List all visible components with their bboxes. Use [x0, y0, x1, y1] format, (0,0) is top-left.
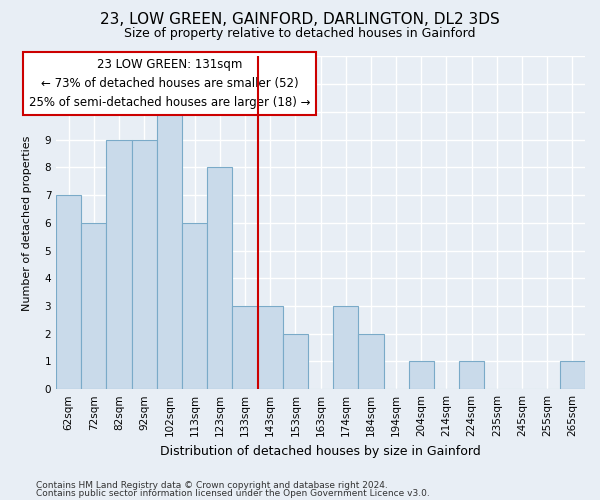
Y-axis label: Number of detached properties: Number of detached properties [22, 135, 32, 310]
X-axis label: Distribution of detached houses by size in Gainford: Distribution of detached houses by size … [160, 444, 481, 458]
Text: 23 LOW GREEN: 131sqm
← 73% of detached houses are smaller (52)
25% of semi-detac: 23 LOW GREEN: 131sqm ← 73% of detached h… [29, 58, 310, 109]
Text: 23, LOW GREEN, GAINFORD, DARLINGTON, DL2 3DS: 23, LOW GREEN, GAINFORD, DARLINGTON, DL2… [100, 12, 500, 28]
Bar [333, 306, 358, 389]
Bar [283, 334, 308, 389]
Bar [157, 112, 182, 389]
Bar [56, 195, 81, 389]
Bar [131, 140, 157, 389]
Bar [207, 168, 232, 389]
Text: Contains HM Land Registry data © Crown copyright and database right 2024.: Contains HM Land Registry data © Crown c… [36, 480, 388, 490]
Bar [358, 334, 383, 389]
Bar [106, 140, 131, 389]
Bar [459, 362, 484, 389]
Text: Size of property relative to detached houses in Gainford: Size of property relative to detached ho… [124, 28, 476, 40]
Bar [81, 223, 106, 389]
Bar [182, 223, 207, 389]
Bar [257, 306, 283, 389]
Bar [560, 362, 585, 389]
Text: Contains public sector information licensed under the Open Government Licence v3: Contains public sector information licen… [36, 490, 430, 498]
Bar [409, 362, 434, 389]
Bar [232, 306, 257, 389]
